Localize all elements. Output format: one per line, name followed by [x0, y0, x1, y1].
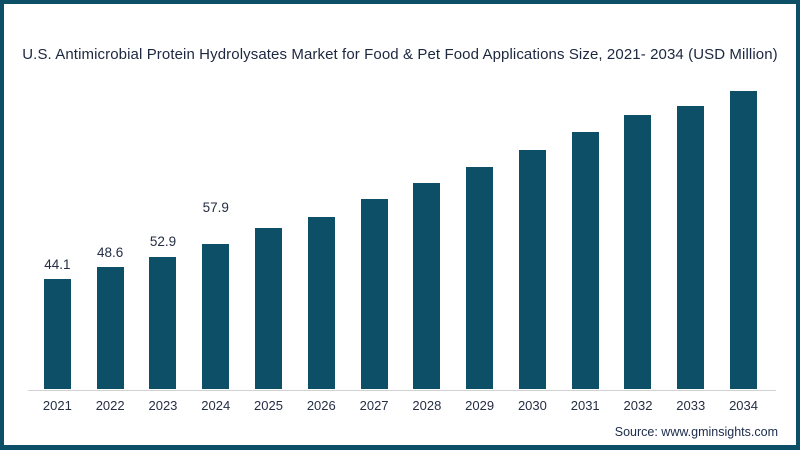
bar-column-2030 [506, 150, 559, 389]
bar-2021 [43, 279, 71, 389]
bar-2031 [571, 132, 599, 389]
frame-border-right [796, 0, 800, 450]
bar-2023 [149, 257, 177, 389]
x-tick-label: 2024 [201, 398, 231, 413]
bar-2024 [202, 244, 230, 389]
frame-border-left [0, 0, 4, 450]
x-axis-line [28, 390, 776, 391]
x-tick-label: 2033 [676, 398, 706, 413]
bar-column-2029 [453, 167, 506, 389]
x-tick-label: 2030 [517, 398, 547, 413]
x-tick-label: 2028 [412, 398, 442, 413]
bar-column-2021: 44.1 [31, 258, 84, 389]
bar-column-2032 [612, 115, 665, 389]
source-credit: Source: www.gminsights.com [614, 425, 778, 439]
bar-column-2028 [400, 183, 453, 389]
bar-column-2034 [717, 91, 770, 389]
bar-2032 [624, 115, 652, 389]
frame-border-bottom [0, 445, 800, 450]
x-tick-label: 2031 [570, 398, 600, 413]
bar-column-2024: 57.9 [189, 201, 242, 389]
bar-value-label: 52.9 [149, 234, 177, 249]
bar-2028 [413, 183, 441, 389]
bar-2026 [307, 217, 335, 389]
frame-border-top [0, 0, 800, 4]
bar-column-2031 [559, 132, 612, 389]
bar-column-2033 [664, 106, 717, 389]
x-axis-labels: 2021 2022 2023 2024 2025 2026 2027 2028 2029 2030… [31, 398, 770, 413]
bar-value-label: 44.1 [44, 257, 71, 272]
bar-value-label: 48.6 [97, 245, 124, 260]
x-tick-label: 2026 [306, 398, 336, 413]
bar-column-2027 [348, 199, 401, 389]
bar-column-2023: 52.9 [137, 235, 190, 389]
bar-column-2022: 48.6 [84, 246, 137, 389]
bar-2029 [466, 167, 494, 389]
x-tick-label: 2034 [729, 398, 758, 413]
plot-area: 44.1 48.6 52.9 57.9 [31, 49, 770, 389]
bar-column-2025 [242, 228, 295, 389]
bar-2030 [518, 150, 546, 389]
bar-2025 [255, 228, 283, 389]
x-tick-label: 2029 [465, 398, 495, 413]
x-tick-label: 2025 [254, 398, 283, 413]
bar-value-label: 57.9 [202, 200, 229, 215]
bar-2027 [360, 199, 388, 389]
x-tick-label: 2022 [95, 398, 125, 413]
x-tick-label: 2032 [623, 398, 653, 413]
x-tick-label: 2023 [148, 398, 178, 413]
x-tick-label: 2021 [42, 398, 72, 413]
x-tick-label: 2027 [359, 398, 389, 413]
chart-title: U.S. Antimicrobial Protein Hydrolysates … [22, 46, 778, 63]
bar-column-2026 [295, 217, 348, 389]
bar-2022 [96, 267, 124, 389]
bar-2034 [730, 91, 758, 389]
bar-2033 [677, 106, 705, 389]
